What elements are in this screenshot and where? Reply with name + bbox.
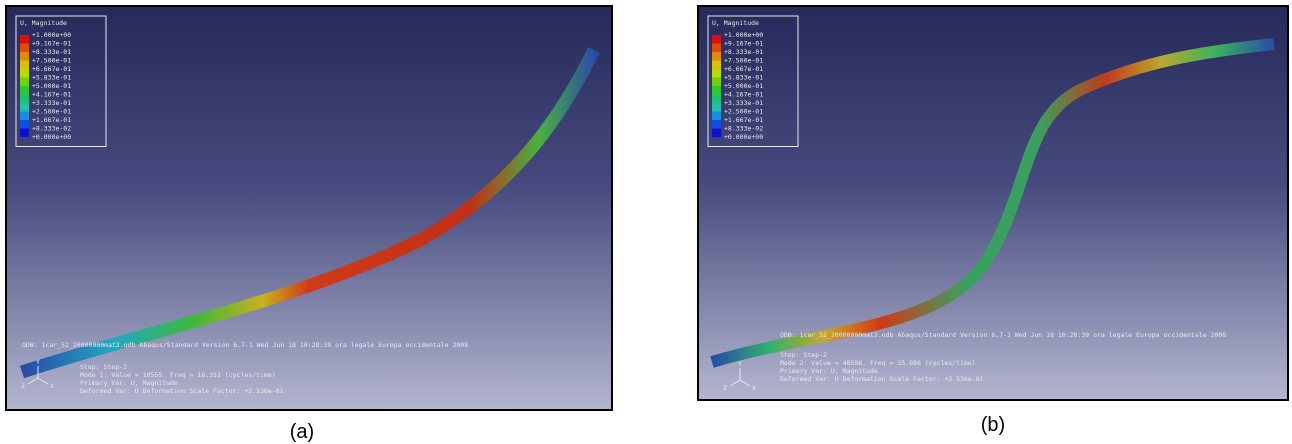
legend-swatch — [20, 69, 29, 78]
odb-info: ODB: 1car_52_20000000mat2.odb Abaqus/Sta… — [22, 341, 468, 349]
legend-swatch — [712, 52, 721, 61]
legend-swatch — [712, 103, 721, 112]
caption: (a) — [290, 421, 314, 443]
legend-label: +7.500e-01 — [724, 57, 763, 65]
triad-label: Z — [21, 382, 25, 390]
legend-label: +3.333e-01 — [724, 99, 763, 107]
legend-label: +3.333e-01 — [32, 99, 71, 107]
step-info: Primary Var: U, Magnitude — [80, 379, 178, 387]
legend-swatch — [20, 78, 29, 87]
legend-swatch — [20, 120, 29, 129]
caption: (b) — [981, 414, 1005, 436]
legend-title: U, Magnitude — [20, 19, 67, 27]
legend-label: +9.167e-01 — [32, 40, 71, 48]
panel-a: U, Magnitude+1.000e+00+9.167e-01+8.333e-… — [6, 6, 612, 410]
legend-swatch — [20, 44, 29, 53]
triad-label: X — [752, 384, 756, 392]
legend-label: +2.500e-01 — [32, 108, 71, 116]
legend-label: +4.167e-01 — [32, 91, 71, 99]
legend-label: +8.333e-01 — [32, 48, 71, 56]
legend-swatch — [712, 129, 721, 138]
legend-swatch — [712, 61, 721, 70]
triad-label: Y — [738, 360, 742, 368]
legend-swatch — [712, 69, 721, 78]
legend-swatch — [20, 86, 29, 95]
legend-swatch — [20, 103, 29, 112]
legend-swatch — [712, 120, 721, 129]
step-info: Primary Var: U, Magnitude — [780, 367, 878, 375]
odb-info: ODB: 1car_52_20000000mat2.odb Abaqus/Sta… — [780, 331, 1226, 339]
legend-label: +5.833e-01 — [32, 74, 71, 82]
triad-label: Y — [36, 358, 40, 366]
legend-label: +1.000e+00 — [32, 31, 71, 39]
legend-swatch — [20, 52, 29, 61]
legend-label: +7.500e-01 — [32, 57, 71, 65]
legend-swatch — [712, 112, 721, 121]
panel-b: U, Magnitude+1.000e+00+9.167e-01+8.333e-… — [698, 6, 1288, 400]
triad-label: X — [50, 382, 54, 390]
legend-swatch — [20, 35, 29, 44]
legend-swatch — [20, 95, 29, 104]
legend-swatch — [20, 129, 29, 138]
legend-label: +0.000e+00 — [32, 133, 71, 141]
step-info: Step: Step-2 — [80, 363, 127, 371]
step-info: Step: Step-2 — [780, 351, 827, 359]
legend-swatch — [712, 78, 721, 87]
legend-label: +1.667e-01 — [32, 116, 71, 124]
legend-label: +8.333e-02 — [724, 125, 763, 133]
legend-label: +1.000e+00 — [724, 31, 763, 39]
legend-label: +8.333e-02 — [32, 125, 71, 133]
figure: U, Magnitude+1.000e+00+9.167e-01+8.333e-… — [0, 0, 1292, 444]
legend-label: +2.500e-01 — [724, 108, 763, 116]
legend-title: U, Magnitude — [712, 19, 759, 27]
legend-label: +9.167e-01 — [724, 40, 763, 48]
step-info: Deformed Var: U Deformation Scale Factor… — [780, 375, 984, 383]
legend-label: +5.000e-01 — [724, 82, 763, 90]
legend-label: +5.833e-01 — [724, 74, 763, 82]
legend-label: +5.000e-01 — [32, 82, 71, 90]
legend-swatch — [712, 44, 721, 53]
step-info: Mode 2: Value = 48598. Freq = 35.086 (cy… — [780, 359, 976, 367]
step-info: Mode 1: Value = 10555. Freq = 16.351 (cy… — [80, 371, 276, 379]
legend-label: +6.667e-01 — [724, 65, 763, 73]
legend-label: +1.667e-01 — [724, 116, 763, 124]
legend-swatch — [712, 86, 721, 95]
legend-label: +8.333e-01 — [724, 48, 763, 56]
step-info: Deformed Var: U Deformation Scale Factor… — [80, 387, 284, 395]
legend-swatch — [712, 95, 721, 104]
triad-label: Z — [723, 384, 727, 392]
legend-swatch — [20, 61, 29, 70]
legend-label: +4.167e-01 — [724, 91, 763, 99]
legend-swatch — [712, 35, 721, 44]
legend-label: +0.000e+00 — [724, 133, 763, 141]
legend-label: +6.667e-01 — [32, 65, 71, 73]
legend-swatch — [20, 112, 29, 121]
